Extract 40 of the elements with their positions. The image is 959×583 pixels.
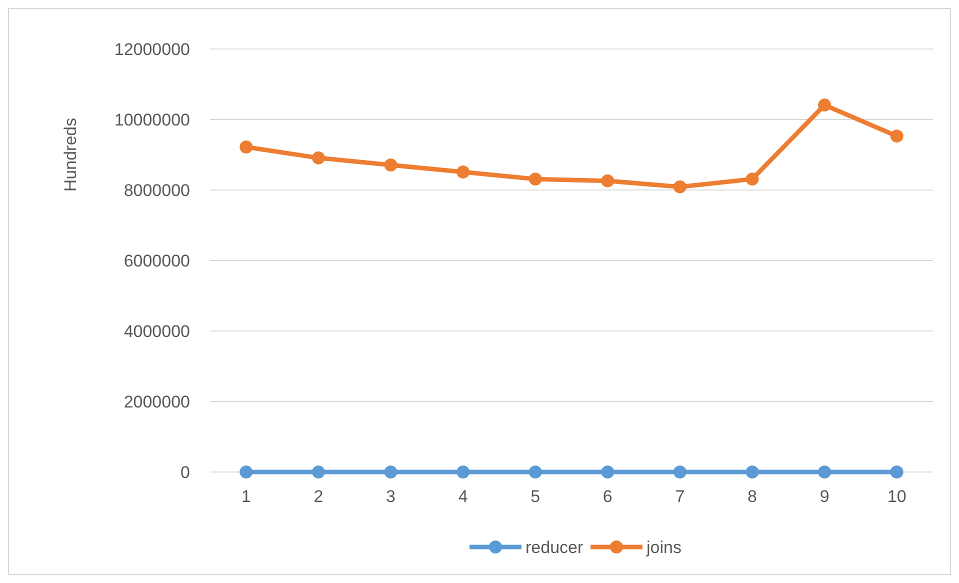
- x-tick-label: 7: [675, 487, 685, 506]
- x-tick-label: 1: [241, 487, 251, 506]
- x-tick-label: 6: [602, 487, 612, 506]
- point: [673, 180, 686, 194]
- y-tick-label: 12000000: [114, 40, 190, 59]
- y-tick-label: 0: [180, 462, 190, 482]
- x-tick-label: 9: [820, 487, 830, 506]
- x-tick-label: 10: [887, 487, 906, 506]
- y-tick-label: 6000000: [124, 251, 190, 270]
- x-tick-label: 5: [530, 487, 540, 506]
- point: [456, 466, 470, 478]
- x-tick-label: 2: [314, 487, 324, 506]
- y-tick-label: 8000000: [124, 180, 190, 200]
- point: [240, 140, 253, 154]
- legend-label: reducer: [526, 538, 584, 557]
- point: [528, 466, 542, 478]
- x-tick-label: 4: [458, 487, 468, 506]
- point: [746, 172, 759, 186]
- x-tick-label: 3: [386, 487, 396, 506]
- point: [818, 466, 832, 478]
- point: [890, 466, 904, 478]
- point: [240, 466, 253, 478]
- point: [890, 130, 904, 143]
- y-axis-title: Hundreds: [61, 118, 80, 192]
- point: [312, 466, 325, 478]
- x-tick-label: 8: [748, 487, 757, 506]
- point: [818, 98, 832, 112]
- legend-label: joins: [646, 538, 682, 557]
- y-tick-label: 4000000: [124, 322, 190, 341]
- point: [456, 166, 470, 179]
- point: [384, 158, 398, 172]
- point: [601, 466, 614, 478]
- point: [601, 174, 614, 188]
- y-tick-label: 10000000: [114, 110, 190, 130]
- y-tick-label: 2000000: [124, 392, 190, 412]
- point: [312, 151, 325, 164]
- point: [384, 466, 398, 478]
- point: [746, 466, 759, 478]
- point: [673, 466, 686, 478]
- point: [528, 172, 542, 186]
